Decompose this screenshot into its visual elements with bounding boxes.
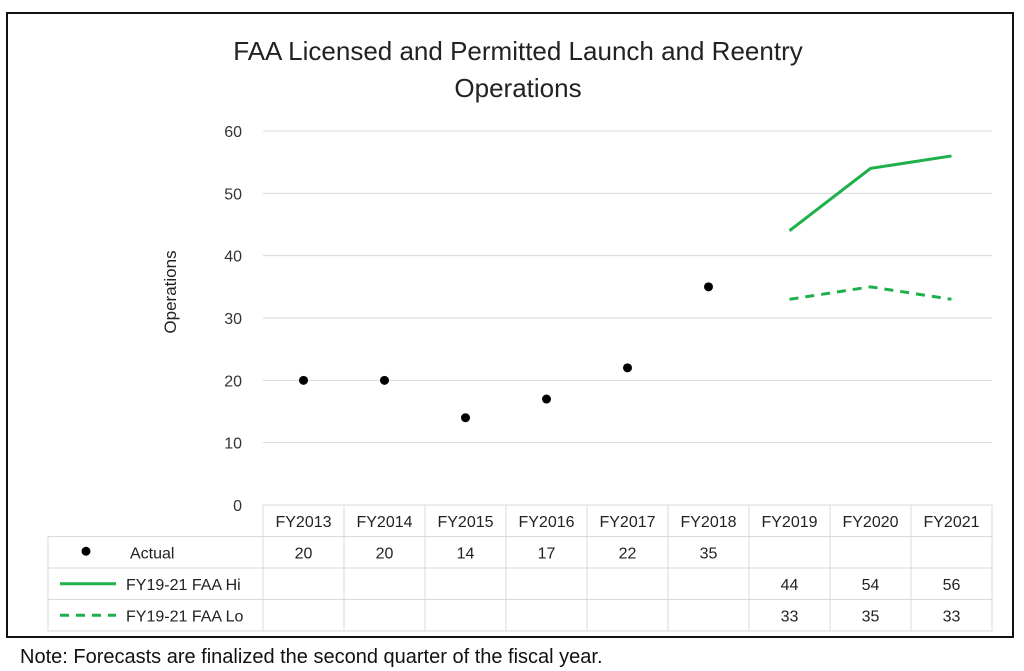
data-label: 56 <box>943 577 961 594</box>
y-tick-label: 50 <box>224 186 242 203</box>
x-tick-label: FY2017 <box>599 514 655 531</box>
plot-area <box>299 154 952 423</box>
x-tick-label: FY2015 <box>437 514 493 531</box>
data-label: 22 <box>619 545 637 562</box>
actual-point-FY2013 <box>299 375 308 385</box>
x-tick-label: FY2014 <box>356 514 412 531</box>
y-tick-label: 40 <box>224 249 242 266</box>
y-tick-label: 0 <box>233 498 242 515</box>
footnote: Note: Forecasts are finalized the second… <box>20 646 603 668</box>
gridlines <box>263 130 992 444</box>
legend-label: Actual <box>130 545 174 562</box>
actual-point-FY2015 <box>461 413 470 423</box>
y-tick-label: 60 <box>224 124 242 141</box>
data-label: 35 <box>700 545 718 562</box>
legend-key-actual <box>81 546 91 556</box>
chart-title-line-2: Operations <box>454 73 581 103</box>
y-axis-ticks: 0 10 20 30 40 50 60 <box>224 124 242 515</box>
chart-frame: FAA Licensed and Permitted Launch and Re… <box>6 12 1014 638</box>
data-label: 20 <box>376 545 394 562</box>
actual-point-FY2018 <box>704 282 713 292</box>
actual-point-FY2016 <box>542 394 551 404</box>
legend-label: FY19-21 FAA Lo <box>126 608 244 625</box>
data-label: 20 <box>295 545 313 562</box>
data-label: 54 <box>862 577 880 594</box>
y-tick-label: 30 <box>224 311 242 328</box>
chart-title: FAA Licensed and Permitted Launch and Re… <box>233 36 802 103</box>
y-tick-label: 20 <box>224 373 242 390</box>
data-label: 17 <box>538 545 556 562</box>
series-line-faa-lo <box>789 285 952 301</box>
x-tick-label: FY2020 <box>842 514 898 531</box>
legend-label: FY19-21 FAA Hi <box>126 577 241 594</box>
series-line-faa-hi <box>788 154 952 232</box>
chart: FAA Licensed and Permitted Launch and Re… <box>47 36 993 632</box>
x-tick-label: FY2019 <box>761 514 817 531</box>
x-tick-label: FY2021 <box>923 514 979 531</box>
data-label: 44 <box>781 577 799 594</box>
data-label: 33 <box>781 608 799 625</box>
x-tick-label: FY2016 <box>518 514 574 531</box>
y-tick-label: 10 <box>224 436 242 453</box>
chart-title-line-1: FAA Licensed and Permitted Launch and Re… <box>233 36 802 66</box>
actual-point-FY2017 <box>623 363 632 373</box>
y-axis-title: Operations <box>161 250 180 333</box>
data-label: 35 <box>862 608 880 625</box>
actual-point-FY2014 <box>380 375 389 385</box>
data-table: FY2013 FY2014 FY2015 FY2016 FY2017 FY2018 FY20… <box>47 504 993 632</box>
data-label: 14 <box>457 545 475 562</box>
x-tick-label: FY2018 <box>680 514 736 531</box>
x-tick-label: FY2013 <box>275 514 331 531</box>
data-label: 33 <box>943 608 961 625</box>
